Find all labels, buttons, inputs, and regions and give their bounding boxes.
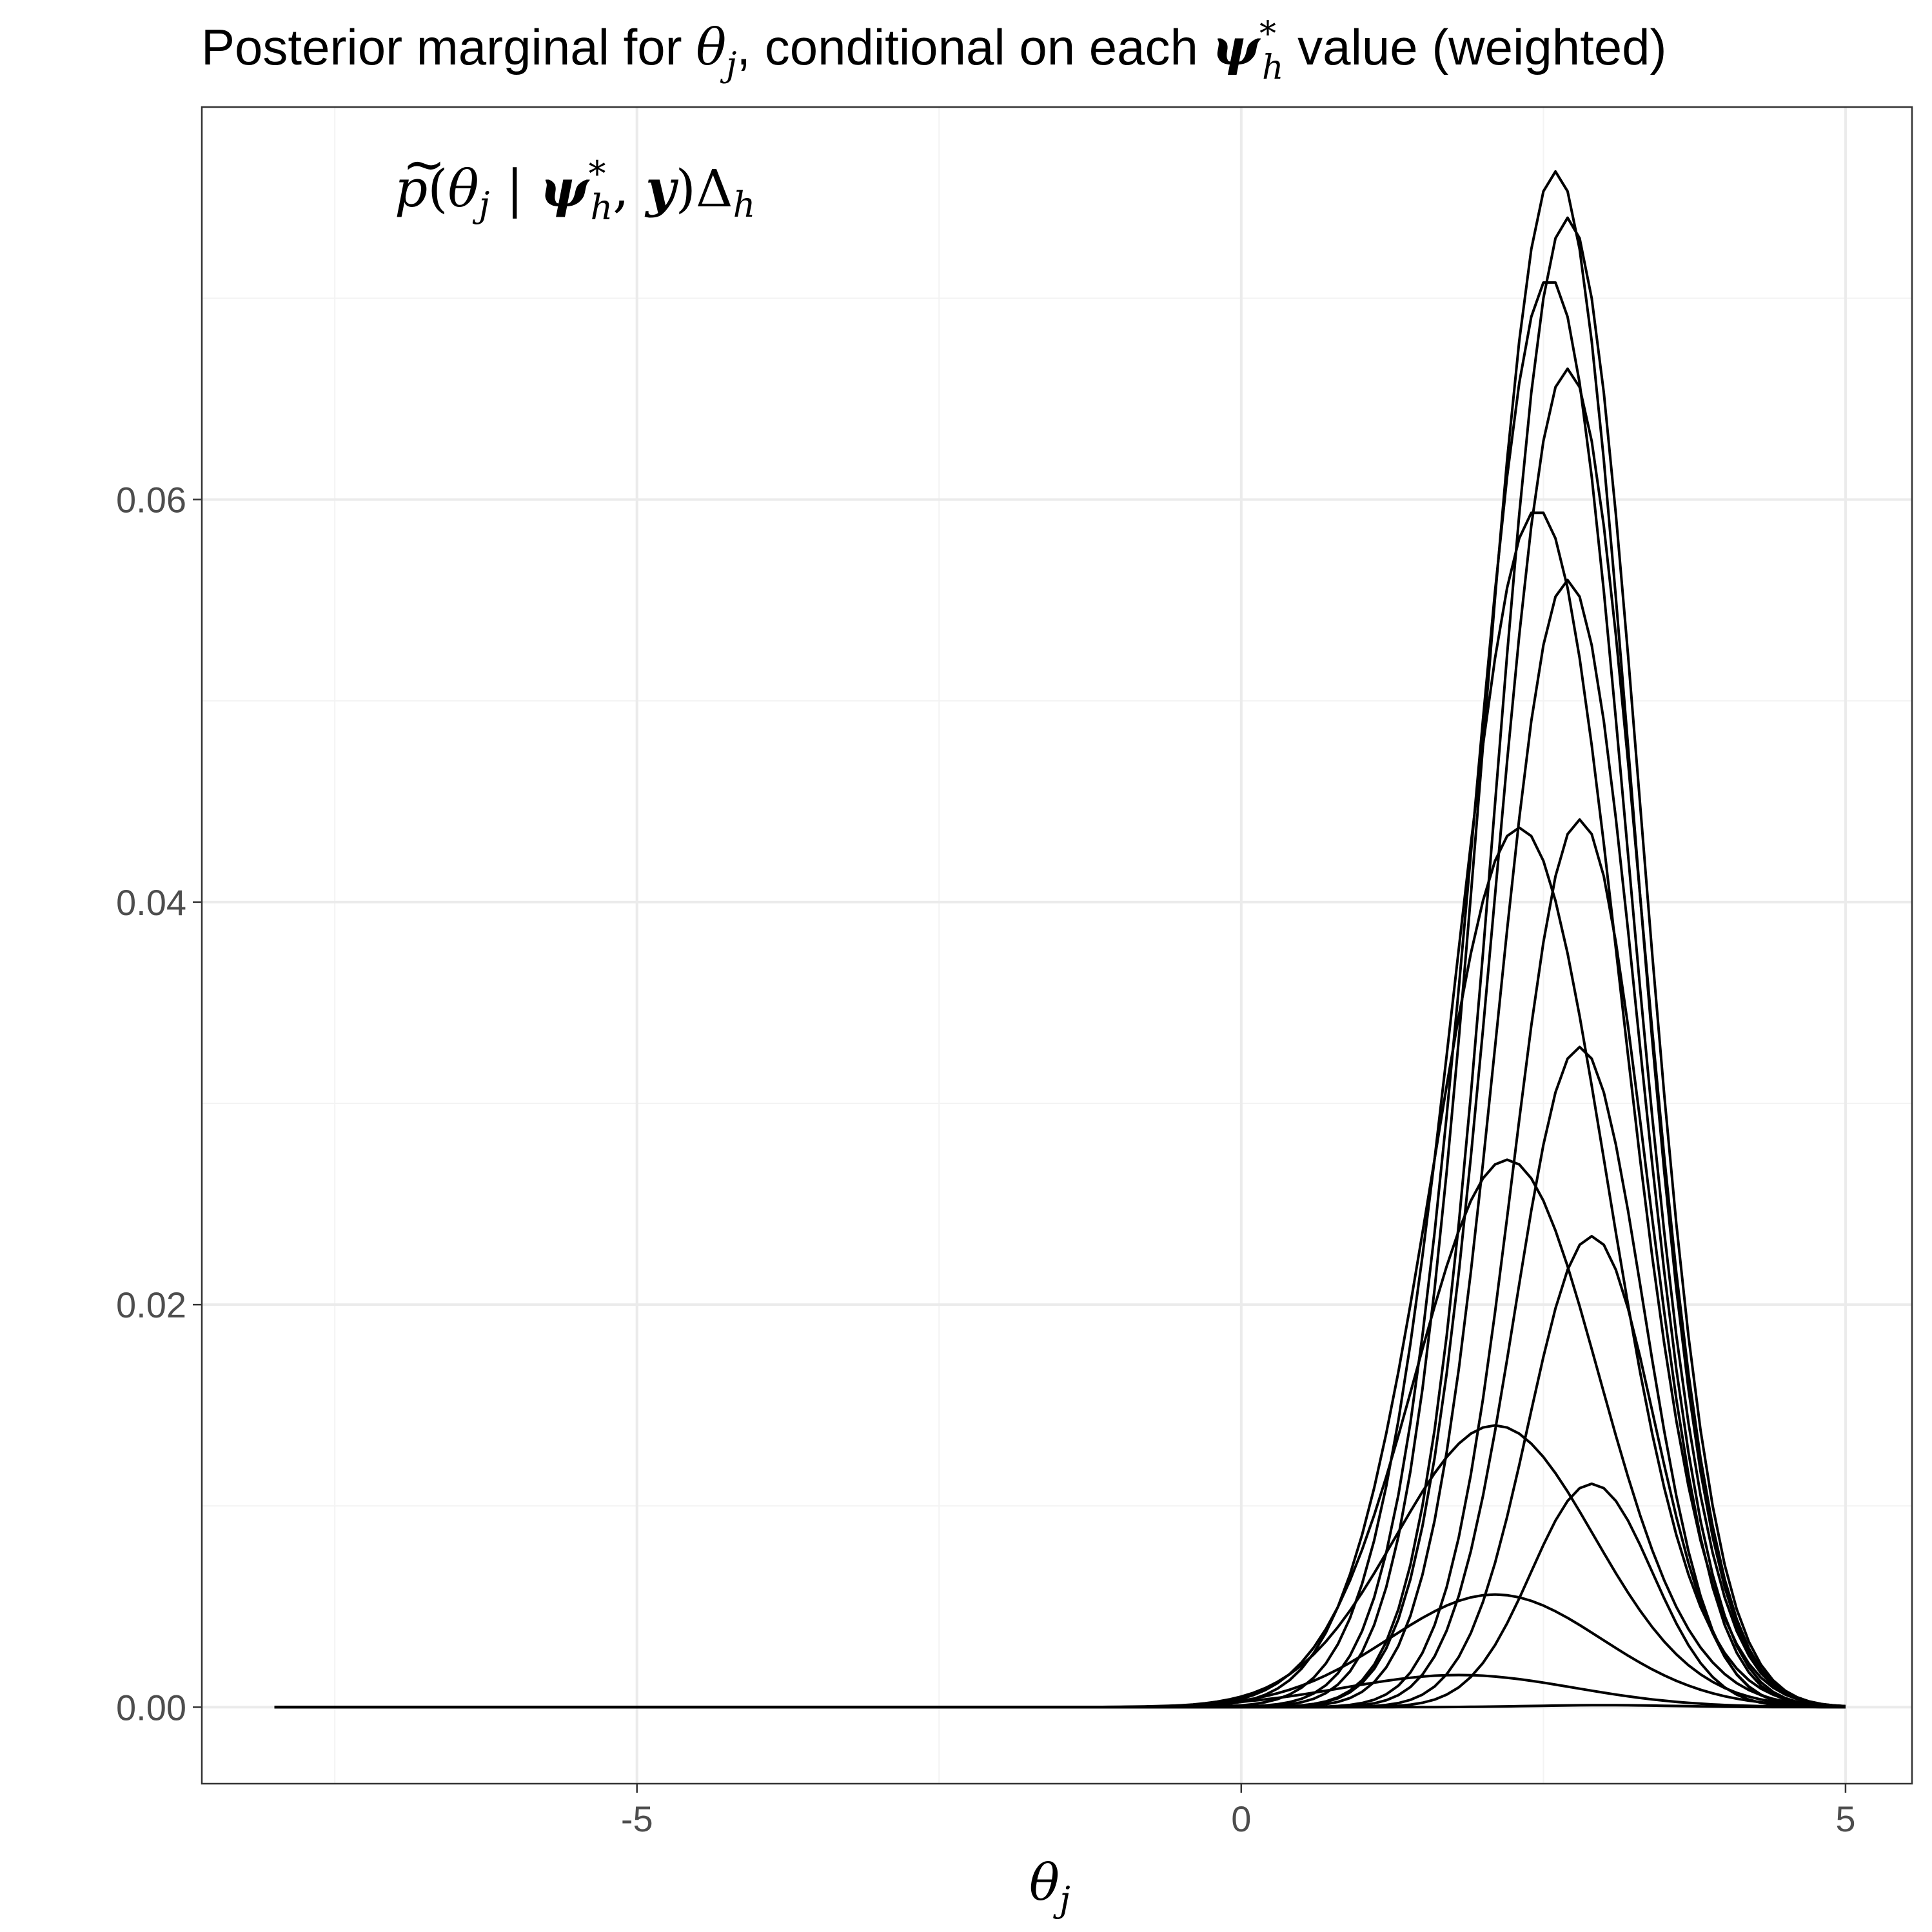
x-tick-label: 0 xyxy=(1231,1799,1251,1839)
annotation-comma: , xyxy=(613,159,646,219)
density-curve-2 xyxy=(274,216,1846,1709)
annotation-tilde: ~ xyxy=(402,134,446,194)
y-tick-label: 0.04 xyxy=(116,882,186,923)
density-curve-7 xyxy=(274,826,1846,1709)
annotation-delta: Δ xyxy=(696,159,733,219)
plot-panel xyxy=(201,106,1913,1785)
annotation-psi-sup: * xyxy=(588,153,606,194)
density-curve-16 xyxy=(274,1704,1846,1709)
y-tick-label: 0.06 xyxy=(116,480,186,520)
annotation: ~ p(θj | ψ* h, y)Δh xyxy=(395,134,755,228)
density-curves xyxy=(274,170,1846,1709)
x-axis: -5 0 5 xyxy=(621,1784,1855,1839)
title-suffix: value (weighted) xyxy=(1284,19,1667,75)
major-gridlines xyxy=(202,107,1912,1784)
density-curve-5 xyxy=(274,511,1846,1709)
title-theta: θ xyxy=(696,19,726,77)
density-curve-14 xyxy=(274,1593,1846,1709)
x-tick-label: -5 xyxy=(621,1799,653,1839)
density-curve-6 xyxy=(274,578,1846,1709)
annotation-psi-sub: h xyxy=(590,187,613,228)
title-middle: , conditional on each xyxy=(736,19,1212,75)
title-psi-sub: h xyxy=(1262,48,1284,87)
annotation-formula: p(θj | ψ* h, y)Δh xyxy=(395,153,755,228)
x-axis-theta: θ xyxy=(1029,1854,1060,1912)
annotation-psi: ψ xyxy=(540,158,590,219)
density-curve-12 xyxy=(274,1424,1846,1709)
annotation-open: ( xyxy=(428,159,448,219)
density-curve-15 xyxy=(274,1673,1846,1709)
annotation-p: p xyxy=(395,159,428,219)
x-tick-label: 5 xyxy=(1835,1799,1855,1839)
annotation-theta: θ xyxy=(448,159,478,219)
density-curve-1 xyxy=(274,170,1846,1709)
panel-border xyxy=(201,106,1913,1785)
title-psi: ψ xyxy=(1212,18,1261,77)
y-axis: 0.00 0.02 0.04 0.06 xyxy=(116,480,202,1728)
density-curve-8 xyxy=(274,818,1846,1709)
density-curve-13 xyxy=(274,1482,1846,1709)
annotation-close: ) xyxy=(676,159,696,219)
annotation-delta-sub: h xyxy=(733,184,756,225)
minor-gridlines xyxy=(202,107,1912,1784)
x-axis-title: θj xyxy=(1029,1854,1070,1920)
density-curve-9 xyxy=(274,1045,1846,1709)
density-curve-10 xyxy=(274,1158,1846,1709)
title-prefix: Posterior marginal for xyxy=(201,19,696,75)
y-tick-label: 0.00 xyxy=(116,1687,186,1728)
title-psi-sup: * xyxy=(1259,15,1276,54)
chart-title: Posterior marginal for θj, conditional o… xyxy=(201,15,1667,87)
annotation-bar: | xyxy=(489,159,540,219)
density-curve-11 xyxy=(274,1235,1846,1709)
annotation-y: y xyxy=(644,158,679,219)
y-tick-label: 0.02 xyxy=(116,1285,186,1325)
